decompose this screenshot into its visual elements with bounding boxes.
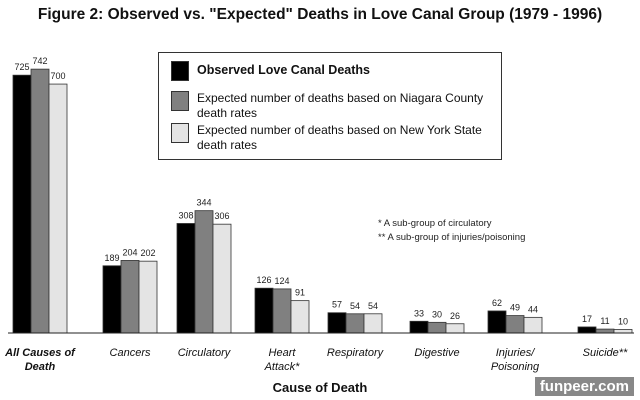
legend-item-nys: Expected number of deaths based on New Y… <box>171 123 491 153</box>
bar <box>595 328 615 334</box>
x-axis-title: Cause of Death <box>273 380 368 395</box>
bar <box>363 313 383 334</box>
bar <box>445 323 465 334</box>
data-label: 124 <box>274 276 289 286</box>
category-label: Digestive <box>414 347 459 359</box>
bar <box>487 310 507 334</box>
legend-item-observed: Observed Love Canal Deaths <box>171 61 370 81</box>
category-label: Injuries/ <box>496 347 535 359</box>
bar <box>427 321 447 334</box>
bar <box>409 320 429 334</box>
bar <box>212 223 232 334</box>
category-label: Cancers <box>110 347 151 359</box>
legend-swatch <box>171 123 189 143</box>
data-label: 17 <box>582 314 592 324</box>
bar <box>12 74 32 334</box>
bar <box>290 300 310 334</box>
bar <box>102 265 122 334</box>
data-label: 11 <box>600 316 609 326</box>
footnote-suicide: ** A sub-group of injuries/poisoning <box>378 232 526 243</box>
data-label: 308 <box>178 210 193 220</box>
bar <box>176 223 196 334</box>
data-label: 10 <box>618 316 628 326</box>
legend-label: Expected number of deaths based on Niaga… <box>197 91 484 120</box>
data-label: 700 <box>50 71 65 81</box>
bar <box>138 260 158 334</box>
legend-item-niagara: Expected number of deaths based on Niaga… <box>171 91 491 121</box>
bar <box>345 313 365 334</box>
data-label: 126 <box>256 275 271 285</box>
footnote-heart-attack: * A sub-group of circulatory <box>378 218 492 229</box>
bar <box>254 287 274 334</box>
data-label: 62 <box>492 298 502 308</box>
data-label: 33 <box>414 308 424 318</box>
category-label: Circulatory <box>178 347 232 359</box>
legend: Observed Love Canal Deaths Expected numb… <box>158 52 502 160</box>
data-label: 26 <box>450 311 460 321</box>
data-label: 204 <box>122 247 137 257</box>
data-label: 725 <box>14 62 29 72</box>
data-label: 742 <box>32 56 47 66</box>
bar <box>120 260 140 334</box>
bar <box>48 83 68 334</box>
bar <box>30 68 50 334</box>
bar <box>327 312 347 334</box>
bar <box>613 329 633 334</box>
legend-label: Expected number of deaths based on New Y… <box>197 123 482 152</box>
data-label: 54 <box>350 301 360 311</box>
legend-swatch <box>171 91 189 111</box>
category-label: Heart <box>269 347 297 359</box>
data-label: 306 <box>214 211 229 221</box>
data-label: 91 <box>295 288 305 298</box>
legend-label: Observed Love Canal Deaths <box>197 63 370 77</box>
legend-swatch <box>171 61 189 81</box>
data-label: 30 <box>432 309 442 319</box>
bar <box>272 288 292 334</box>
data-label: 202 <box>140 248 155 258</box>
bar <box>523 316 543 334</box>
data-label: 57 <box>332 300 342 310</box>
category-label: Suicide** <box>583 347 628 359</box>
data-label: 189 <box>104 253 119 263</box>
bar <box>505 315 525 334</box>
chart-title: Figure 2: Observed vs. "Expected" Deaths… <box>37 6 603 23</box>
category-label: Poisoning <box>491 361 540 373</box>
data-label: 54 <box>368 301 378 311</box>
data-label: 49 <box>510 303 520 313</box>
category-label: Death <box>25 361 56 373</box>
category-label: Attack* <box>264 361 301 373</box>
bar <box>194 210 214 334</box>
bar <box>577 326 597 334</box>
category-label: Respiratory <box>327 347 385 359</box>
category-label: All Causes of <box>4 347 76 359</box>
data-label: 44 <box>528 304 538 314</box>
data-label: 344 <box>196 198 211 208</box>
watermark: funpeer.com <box>534 377 634 396</box>
